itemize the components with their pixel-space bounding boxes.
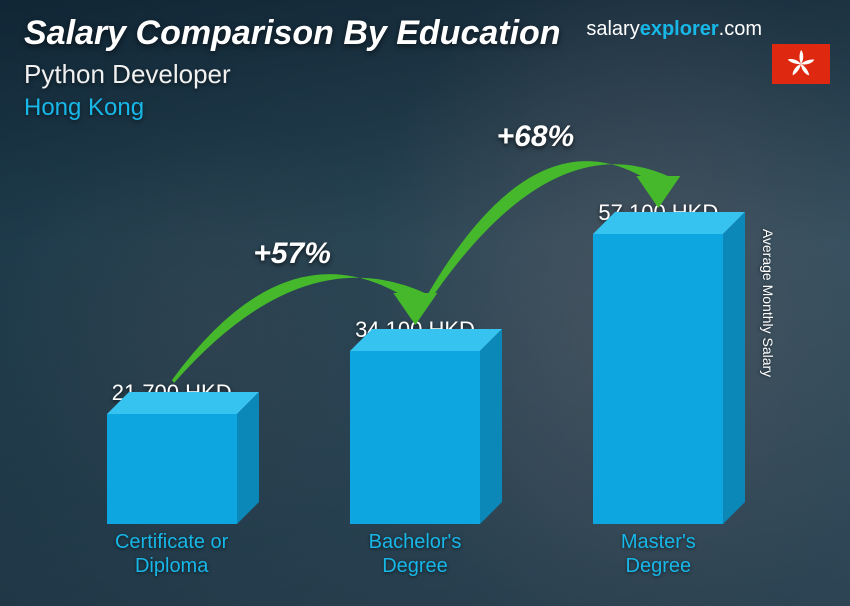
brand-logo: salaryexplorer.com [586,18,762,41]
brand-part3: .com [719,18,762,40]
bar-front-face [107,414,237,524]
x-labels-container: Certificate orDiplomaBachelor'sDegreeMas… [50,530,780,586]
pct-increase-label: +68% [497,120,575,154]
pct-increase-label: +57% [253,237,331,271]
bar-side-face [480,329,502,524]
brand-part2: explorer [640,18,719,40]
bar-3d [107,414,237,524]
infographic-canvas: Salary Comparison By Education Python De… [0,0,850,606]
brand-part1: salary [586,18,639,40]
page-subtitle: Python Developer [24,59,561,90]
category-label: Bachelor'sDegree [293,530,536,586]
bar-chart: 21,700 HKD34,100 HKD57,100 HKD Certifica… [50,160,780,586]
category-label: Certificate orDiploma [50,530,293,586]
page-title: Salary Comparison By Education [24,14,561,53]
category-label: Master'sDegree [537,530,780,586]
bar-side-face [723,212,745,524]
hong-kong-flag-icon [772,44,830,84]
